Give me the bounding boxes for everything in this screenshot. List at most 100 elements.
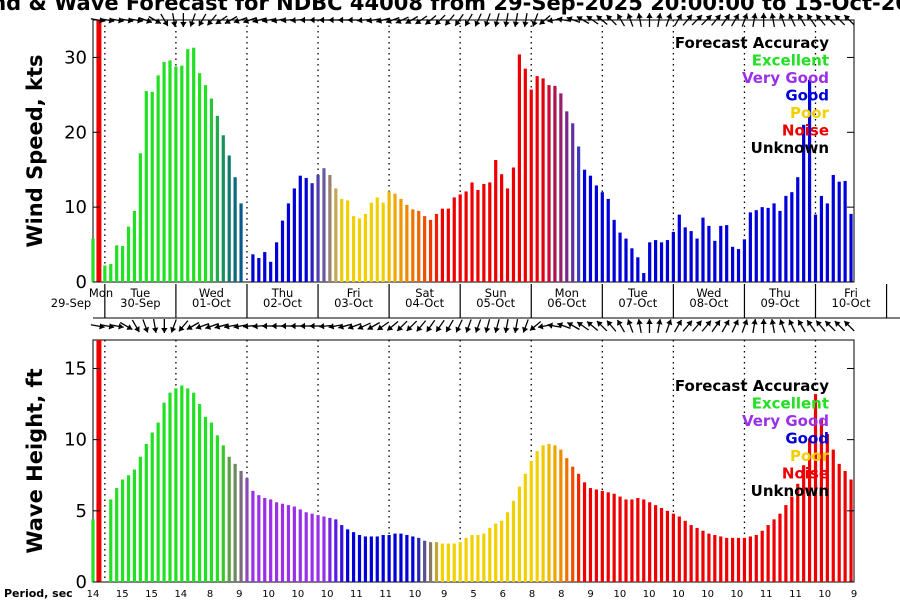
wind-bar [363, 213, 368, 282]
wind-ytick-label: 10 [64, 197, 87, 218]
wave-bar [162, 402, 166, 582]
wave-bar [257, 495, 261, 582]
wind-bar [760, 207, 764, 282]
wave-bar [689, 525, 693, 582]
wind-direction-arrow [503, 12, 510, 28]
wind-bar [452, 197, 456, 282]
wave-bar [665, 510, 670, 582]
day-name: Thu [271, 286, 294, 300]
wind-direction-arrow [424, 15, 437, 25]
wave-bar [807, 438, 812, 582]
wind-bar [198, 73, 202, 283]
wave-bar [286, 505, 291, 582]
wind-bar [796, 177, 800, 282]
wind-bar [423, 216, 427, 282]
wave-direction-arrow [170, 319, 177, 333]
wind-bar [500, 174, 504, 282]
wind-direction-arrow [415, 15, 428, 25]
wave-direction-arrow [673, 319, 683, 333]
period-value: 15 [145, 589, 158, 600]
wave-bar [428, 542, 433, 582]
wind-direction-arrow [261, 17, 276, 24]
wind-bar [577, 146, 581, 282]
wind-bar [624, 238, 628, 282]
wind-bar [790, 192, 794, 282]
wave-bar [725, 537, 729, 582]
period-value: 8 [558, 589, 564, 600]
day-name: Mon [555, 286, 579, 300]
wave-bar [547, 443, 551, 582]
wind-direction-arrow [806, 13, 816, 27]
day-date: 03-Oct [334, 296, 373, 310]
legend-item-poor: Poor [790, 447, 830, 465]
period-value: 10 [409, 589, 422, 600]
wave-bar [559, 449, 563, 582]
period-value: 14 [174, 589, 187, 600]
wave-bar [452, 543, 456, 582]
wave-direction-arrow [465, 319, 472, 333]
legend-item-good: Good [785, 430, 829, 448]
wave-bar [132, 469, 137, 582]
wave-bar [280, 503, 285, 582]
day-date: 05-Oct [476, 296, 515, 310]
wave-direction-arrow [178, 320, 189, 332]
wind-bar [719, 225, 723, 282]
wind-direction-arrow [395, 16, 409, 24]
period-value: 9 [441, 589, 447, 600]
wind-direction-arrow [760, 13, 767, 27]
wave-direction-arrow [131, 319, 140, 333]
wave-bar [346, 529, 350, 582]
wind-bar [529, 89, 533, 283]
wave-bar [517, 486, 521, 582]
wind-bar [748, 212, 752, 282]
wave-direction-arrow [751, 318, 758, 334]
wind-bar [505, 188, 510, 282]
period-value: 10 [643, 589, 656, 600]
legend-item-very-good: Very Good [742, 69, 829, 87]
wind-direction-arrow [522, 12, 529, 28]
wave-bar [577, 473, 581, 582]
wave-bar [464, 537, 468, 582]
wave-bar [221, 445, 225, 582]
wind-direction-arrow [405, 15, 419, 25]
wind-bar [807, 79, 812, 282]
day-name: Tue [627, 286, 648, 300]
wind-direction-arrow [189, 13, 196, 27]
wind-direction-arrow [198, 13, 207, 27]
wind-bar [541, 78, 545, 282]
wave-bar [600, 490, 604, 582]
wave-bar [393, 533, 397, 582]
wind-bar [772, 203, 776, 282]
wind-bar [736, 249, 741, 282]
wave-bar [606, 492, 610, 582]
wave-bar [671, 513, 675, 582]
wave-bar [565, 458, 569, 582]
wave-bar [381, 535, 385, 582]
wind-bar [446, 208, 450, 282]
wind-bar [547, 85, 551, 282]
day-date: 02-Oct [263, 296, 302, 310]
wind-direction-arrow [682, 14, 693, 26]
period-value: 11 [760, 589, 773, 600]
wind-bar [221, 135, 225, 282]
wind-bar [476, 189, 480, 282]
wind-direction-arrow [596, 15, 608, 25]
wave-bar [588, 488, 593, 582]
day-date: 04-Oct [405, 296, 444, 310]
wind-bar [328, 174, 332, 282]
wave-bar [541, 445, 545, 582]
legend-item-excellent: Excellent [752, 52, 829, 70]
wave-bar [618, 496, 622, 582]
wind-direction-arrow [493, 13, 500, 27]
wave-bar [470, 535, 474, 582]
period-value: 10 [613, 589, 626, 600]
wind-direction-arrow [778, 13, 786, 27]
wind-bar [671, 231, 675, 282]
wave-bar [209, 422, 214, 582]
wind-bar [286, 203, 291, 282]
wave-direction-arrow [522, 319, 529, 333]
wind-bar [843, 180, 847, 282]
wave-bar [529, 461, 533, 582]
wind-ytick-label: 20 [64, 122, 87, 143]
wave-direction-arrow [455, 319, 463, 333]
